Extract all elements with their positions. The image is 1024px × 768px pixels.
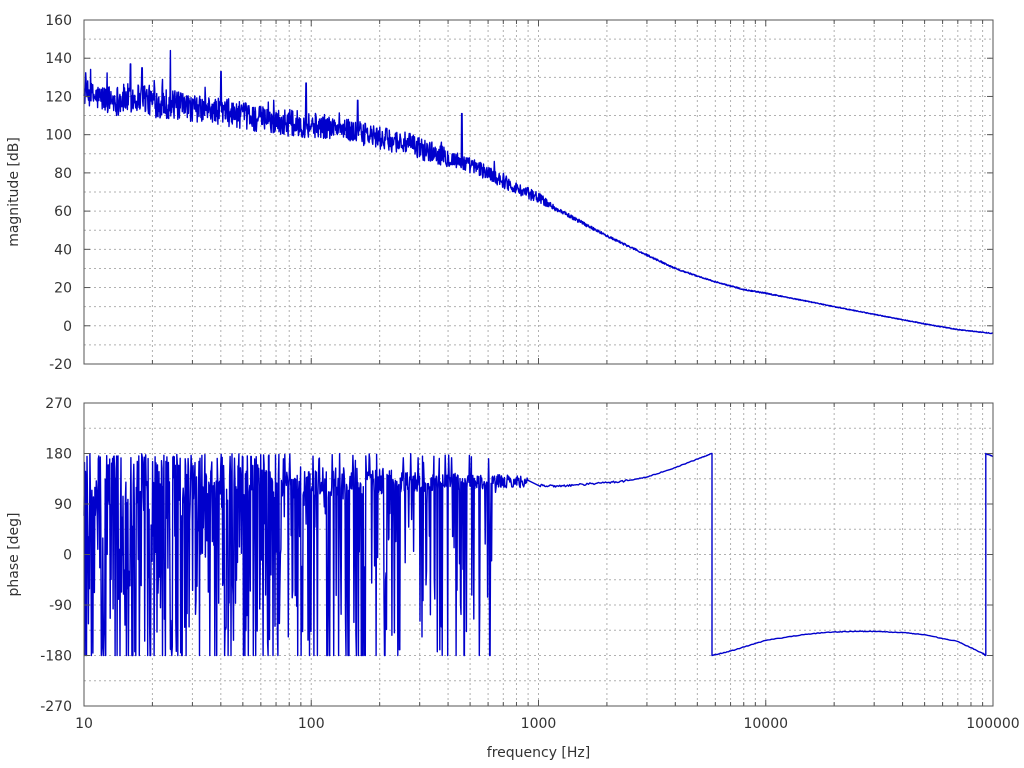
y-tick-label: 20 <box>54 281 72 297</box>
phase-axis-label: phase [deg] <box>6 512 22 596</box>
y-tick-label: 270 <box>45 396 72 412</box>
y-tick-label: 180 <box>45 447 72 463</box>
magnitude-axis-label: magnitude [dB] <box>6 137 22 247</box>
y-tick-label: 0 <box>63 548 72 564</box>
y-tick-label: -90 <box>49 598 72 614</box>
x-tick-label: 1000 <box>521 716 557 732</box>
magnitude-grid <box>84 20 993 364</box>
y-tick-label: 60 <box>54 204 72 220</box>
phase-ticks: -270 -180 -90 0 90 180 270 <box>40 396 993 715</box>
y-tick-label: 160 <box>45 13 72 29</box>
y-tick-label: 0 <box>63 319 72 335</box>
y-tick-label: -270 <box>40 699 72 715</box>
magnitude-ticks: -20 0 20 40 60 80 100 120 140 160 <box>45 13 993 373</box>
y-tick-label: 120 <box>45 89 72 105</box>
y-tick-label: 90 <box>54 497 72 513</box>
y-tick-label: 40 <box>54 242 72 258</box>
y-tick-label: 140 <box>45 51 72 67</box>
x-tick-label: 10 <box>75 716 93 732</box>
frequency-ticks: 10 100 1000 10000 100000 <box>75 716 1020 732</box>
y-tick-label: -180 <box>40 649 72 665</box>
y-tick-label: -20 <box>49 357 72 373</box>
magnitude-curve <box>83 49 994 335</box>
y-tick-label: 80 <box>54 166 72 182</box>
phase-grid <box>84 403 993 706</box>
y-tick-label: 100 <box>45 128 72 144</box>
x-tick-label: 100 <box>298 716 325 732</box>
phase-curve <box>83 452 994 657</box>
magnitude-panel: -20 0 20 40 60 80 100 120 140 160 magnitude [dB] <box>6 13 994 373</box>
x-tick-label: 100000 <box>966 716 1019 732</box>
x-tick-label: 10000 <box>743 716 788 732</box>
frequency-axis-label: frequency [Hz] <box>487 745 590 761</box>
